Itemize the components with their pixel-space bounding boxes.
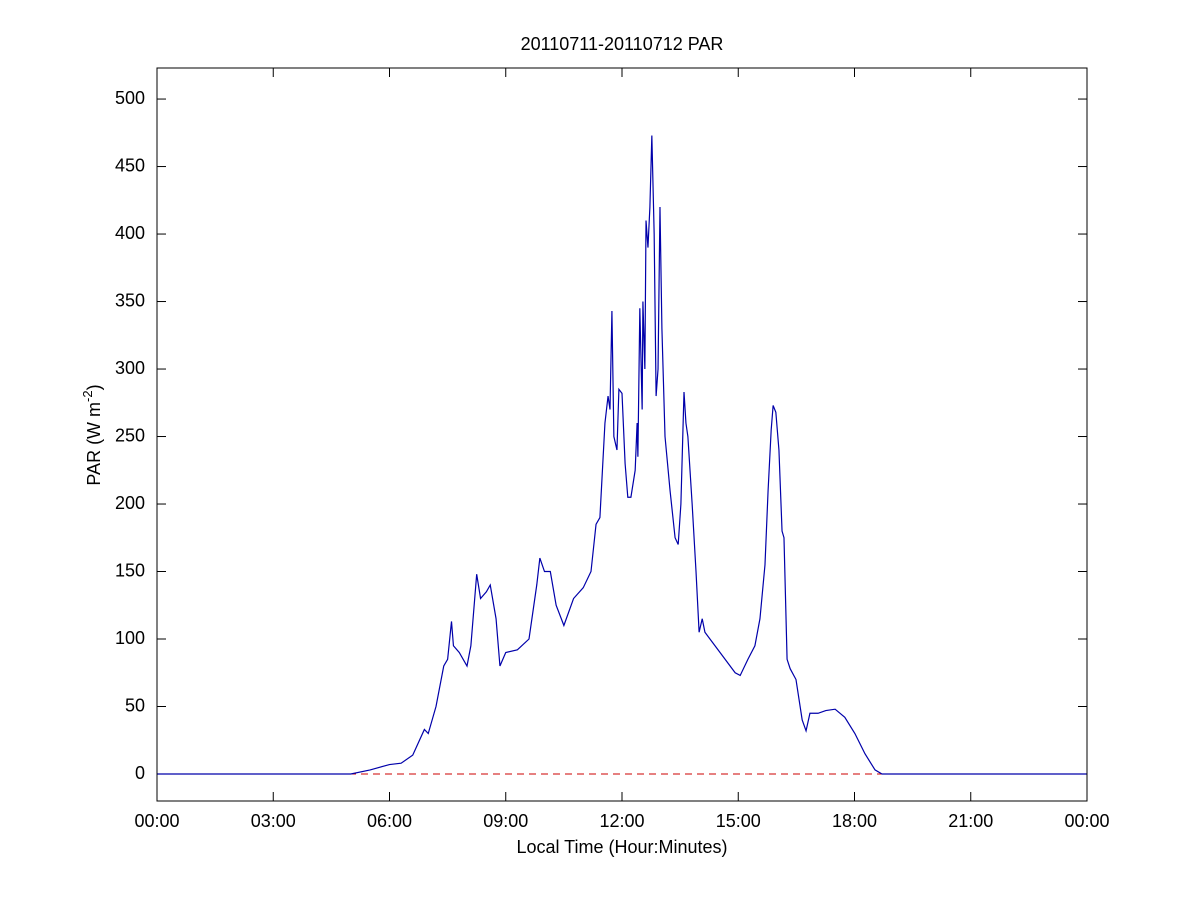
y-tick-label: 200 (115, 493, 145, 513)
y-tick-label: 250 (115, 425, 145, 445)
data-line (157, 135, 1087, 775)
y-tick-label: 350 (115, 290, 145, 310)
x-tick-label: 06:00 (367, 811, 412, 831)
y-label-superscript: -2 (80, 390, 95, 402)
x-tick-label: 18:00 (832, 811, 877, 831)
y-label-text: PAR (W m (84, 402, 104, 486)
y-tick-label: 400 (115, 223, 145, 243)
plot-frame (156, 67, 1088, 802)
y-tick-label: 450 (115, 155, 145, 175)
x-axis-label: Local Time (Hour:Minutes) (516, 837, 727, 857)
y-label-suffix: ) (84, 384, 104, 390)
y-tick-label: 300 (115, 358, 145, 378)
y-tick-label: 50 (125, 695, 145, 715)
x-tick-label: 09:00 (483, 811, 528, 831)
y-tick-label: 100 (115, 628, 145, 648)
x-tick-label: 15:00 (716, 811, 761, 831)
x-tick-label: 00:00 (134, 811, 179, 831)
x-tick-label: 12:00 (599, 811, 644, 831)
y-axis-label: PAR (W m-2) (80, 384, 104, 485)
y-tick-label: 500 (115, 88, 145, 108)
y-tick-label: 0 (135, 763, 145, 783)
x-tick-label: 21:00 (948, 811, 993, 831)
x-tick-label: 00:00 (1064, 811, 1109, 831)
y-tick-label: 150 (115, 560, 145, 580)
chart-title: 20110711-20110712 PAR (521, 34, 724, 54)
x-tick-label: 03:00 (251, 811, 296, 831)
